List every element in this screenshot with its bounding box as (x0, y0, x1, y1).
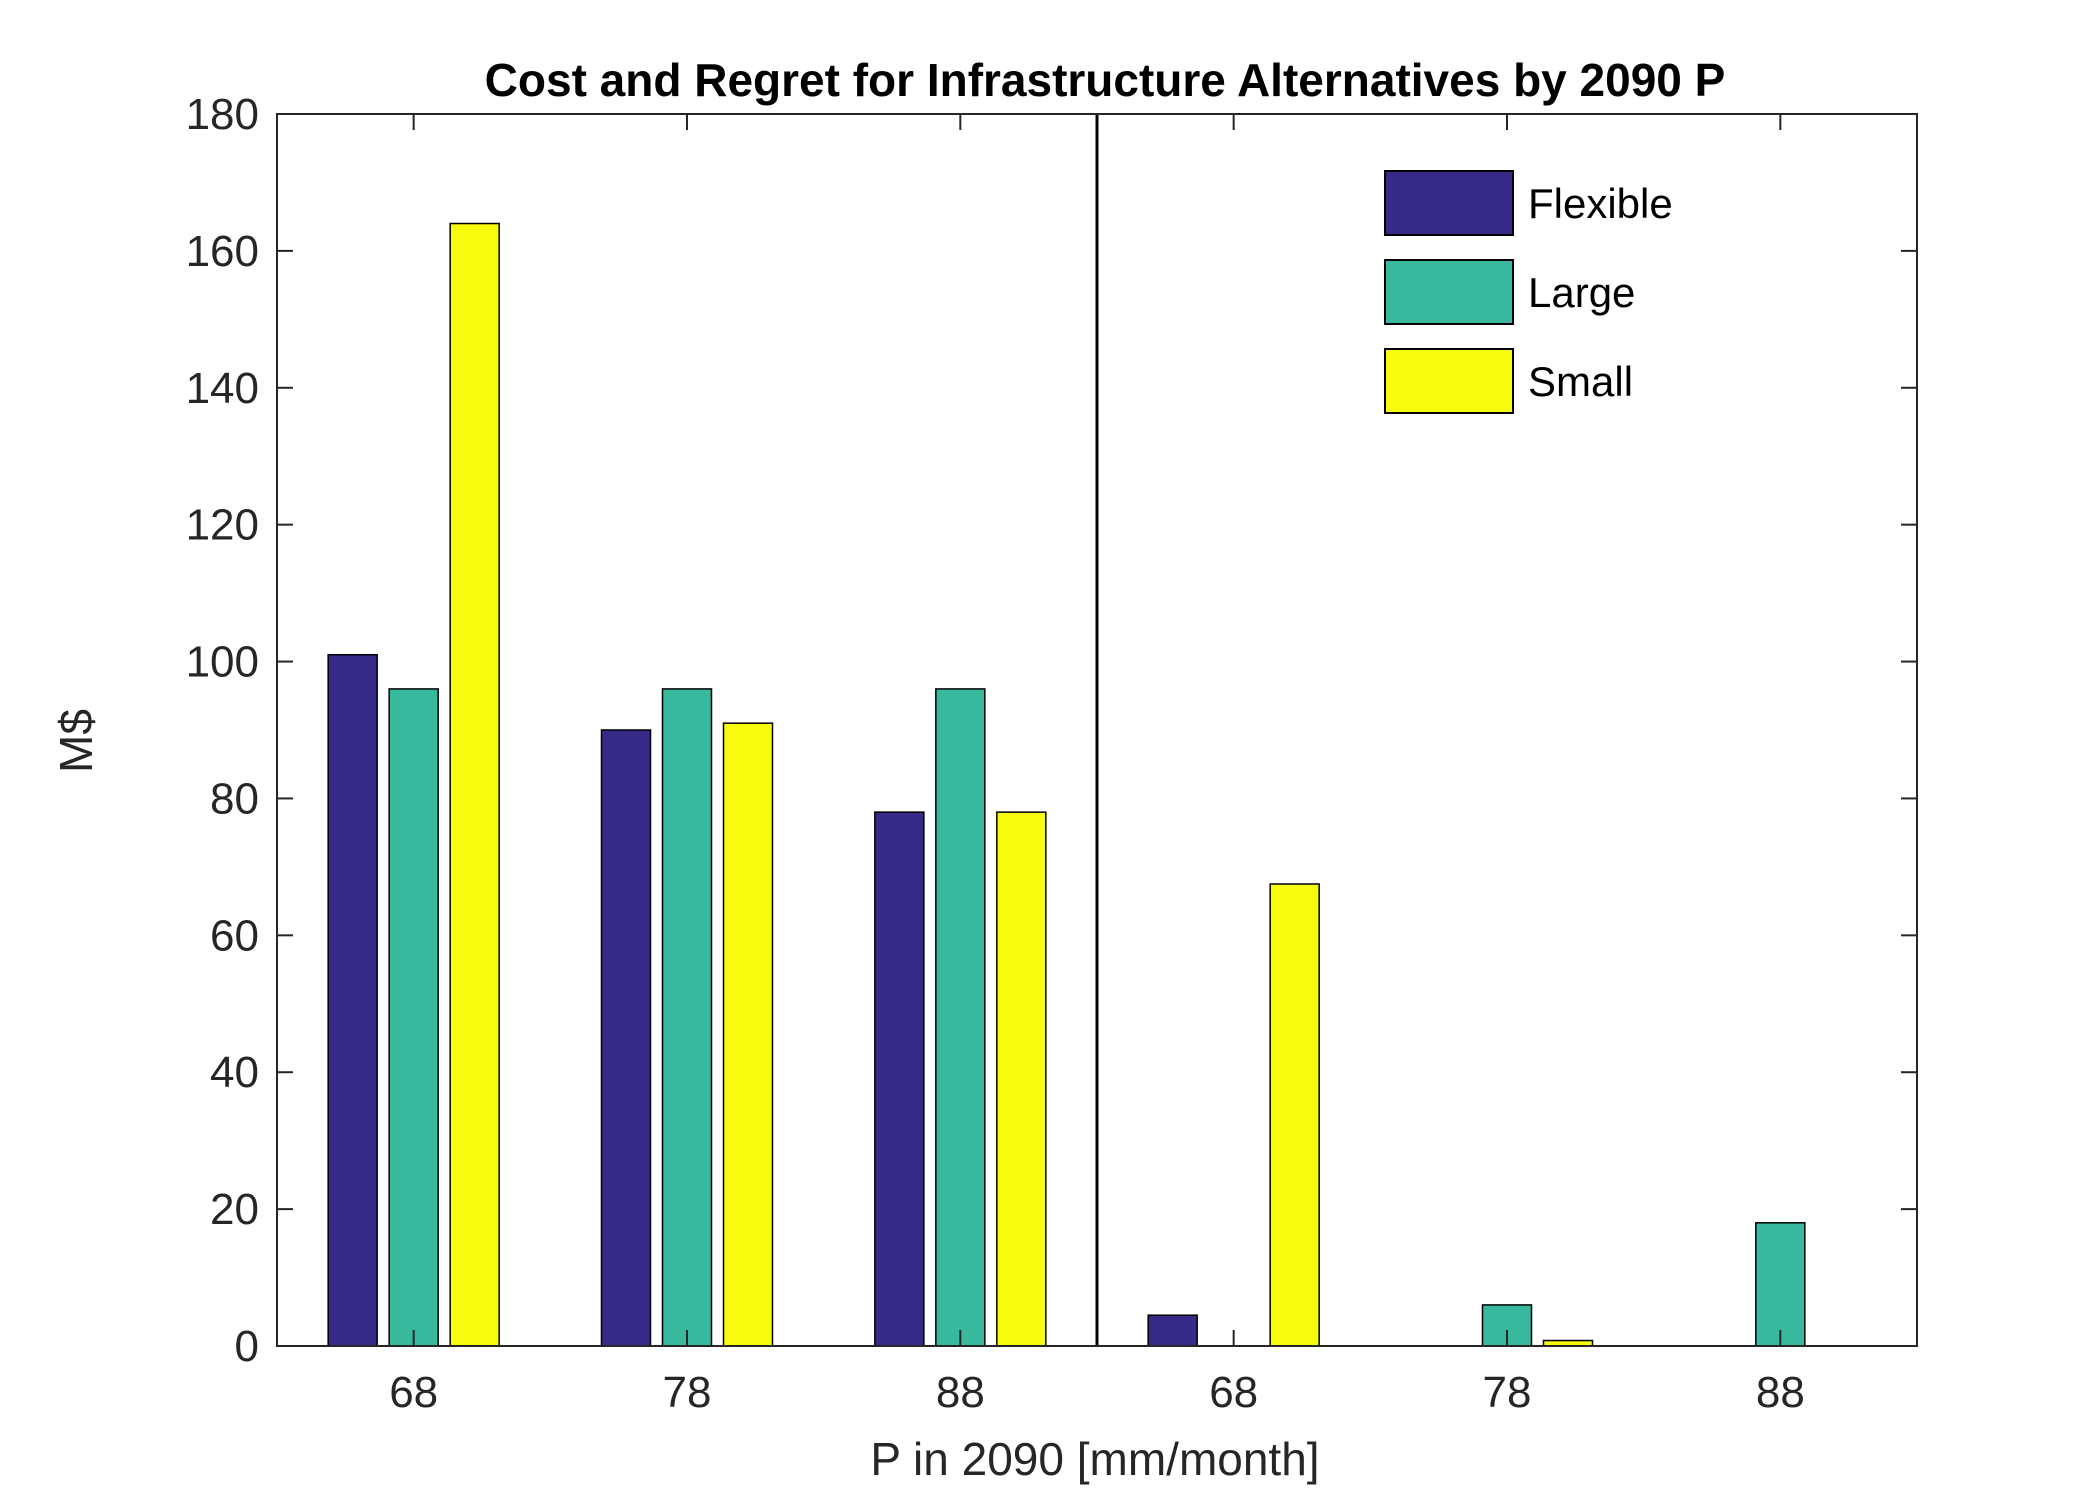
plot-area-frame (276, 113, 1918, 1347)
y-axis-label: M$ (50, 709, 102, 773)
y-tick-label-0: 0 (235, 1322, 259, 1371)
legend-label-large: Large (1528, 269, 1635, 316)
bar-small-1 (722, 722, 774, 1347)
bar-flexible-0 (327, 653, 378, 1347)
legend-label-flexible: Flexible (1528, 180, 1673, 227)
y-tick-label-3: 60 (210, 911, 259, 960)
bar-large-5 (1755, 1222, 1806, 1347)
axes-frame (276, 113, 1918, 1347)
bar-large-2 (935, 688, 986, 1347)
bar-small-2 (996, 811, 1047, 1347)
legend-swatch-small (1384, 348, 1514, 414)
bar-large-1 (661, 688, 713, 1347)
legend-swatch-large (1384, 259, 1514, 325)
x-tick-label-5: 88 (1756, 1368, 1805, 1417)
bar-small-3 (1269, 883, 1320, 1347)
y-tick-label-7: 140 (186, 364, 259, 413)
x-tick-label-3: 68 (1209, 1368, 1258, 1417)
bars-layer (327, 222, 1806, 1347)
bar-large-0 (388, 688, 439, 1347)
y-tick-label-4: 80 (210, 774, 259, 823)
y-tick-label-1: 20 (210, 1185, 259, 1234)
bar-small-0 (449, 222, 500, 1347)
y-axis-ticks: 0 20 40 60 80 100 120 140 160 180 (186, 90, 1917, 1371)
bar-flexible-3 (1147, 1314, 1198, 1347)
y-tick-label-6: 120 (186, 501, 259, 550)
x-tick-label-4: 78 (1483, 1368, 1532, 1417)
y-tick-label-8: 160 (186, 227, 259, 276)
legend-swatch-flexible (1384, 170, 1514, 236)
legend-label-small: Small (1528, 358, 1633, 405)
legend: Flexible Large Small (1384, 170, 1673, 414)
chart-title: Cost and Regret for Infrastructure Alter… (485, 54, 1726, 106)
x-tick-label-1: 78 (663, 1368, 712, 1417)
bar-flexible-2 (874, 811, 925, 1347)
x-axis-label: P in 2090 [mm/month] (870, 1433, 1319, 1485)
x-tick-label-0: 68 (389, 1368, 438, 1417)
y-tick-label-2: 40 (210, 1048, 259, 1097)
x-tick-label-2: 88 (936, 1368, 985, 1417)
y-tick-label-9: 180 (186, 90, 259, 139)
bar-flexible-1 (600, 729, 652, 1347)
x-axis-ticks: 68 78 88 68 78 88 (389, 114, 1805, 1417)
y-tick-label-5: 100 (186, 638, 259, 687)
